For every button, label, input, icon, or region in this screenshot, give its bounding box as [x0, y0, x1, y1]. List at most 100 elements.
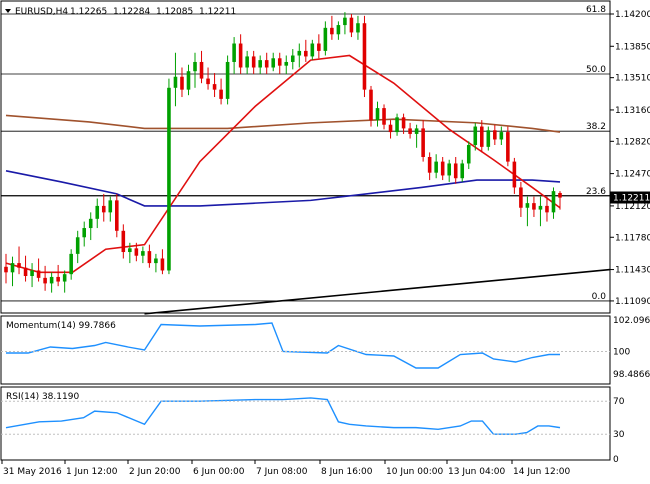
candle — [466, 141, 471, 169]
candle — [88, 212, 93, 241]
candle — [343, 12, 347, 35]
candle — [401, 113, 406, 134]
momentum-panel[interactable] — [0, 315, 611, 385]
candle — [232, 37, 236, 74]
momentum-line — [6, 322, 560, 369]
sma-mid-line — [5, 170, 561, 207]
candle — [532, 196, 536, 217]
rsi-panel[interactable] — [0, 386, 611, 461]
candle — [447, 159, 451, 182]
fib-label: 0.0 — [592, 292, 607, 302]
candle — [558, 191, 562, 210]
candle — [506, 126, 510, 167]
candle — [115, 193, 119, 238]
candle — [297, 43, 302, 68]
candle — [271, 52, 276, 72]
candle — [512, 157, 517, 194]
candle — [43, 265, 47, 291]
candle — [290, 49, 295, 70]
candle — [134, 242, 139, 262]
candle — [323, 21, 328, 56]
candle — [453, 157, 458, 184]
candle — [310, 39, 315, 61]
time-tick-label: 10 Jun 00:00 — [386, 467, 443, 477]
candle — [56, 264, 60, 287]
candle — [277, 52, 282, 74]
candle — [336, 21, 341, 40]
candle — [23, 255, 28, 282]
candle — [180, 67, 184, 98]
candle — [186, 64, 191, 96]
candle — [440, 157, 445, 181]
candle — [121, 224, 126, 259]
sma-fast-line — [5, 54, 561, 274]
trendline-layer — [144, 268, 611, 315]
momentum-tick-label: 100 — [613, 348, 630, 358]
candle — [493, 124, 497, 146]
rsi-label: RSI(14) 38.1190 — [6, 392, 79, 402]
candle — [264, 52, 269, 74]
fib-label: 50.0 — [586, 65, 606, 75]
candle — [362, 15, 367, 98]
dropdown-triangle-icon[interactable] — [5, 9, 11, 13]
candle — [408, 122, 412, 139]
candle — [101, 193, 106, 222]
current-price-marker: 1.12211 — [610, 191, 650, 204]
candle — [519, 181, 523, 217]
candle — [36, 258, 41, 282]
price-tick-label: 1.11090 — [615, 297, 650, 307]
candle — [141, 246, 145, 264]
header-high: 1.12284 — [113, 7, 150, 17]
price-tick-label: 1.11430 — [615, 266, 650, 276]
candle — [499, 126, 504, 146]
candle — [349, 13, 354, 38]
time-tick-label: 14 Jun 12:00 — [513, 467, 570, 477]
candle — [173, 52, 178, 107]
current-price-label: 1.12211 — [613, 194, 650, 204]
momentum-layer: 102.0969 100 98.4866 — [1, 316, 650, 380]
candle — [245, 50, 249, 74]
candle — [538, 196, 543, 227]
candle — [421, 120, 425, 162]
candle — [219, 78, 223, 105]
fib-label: 23.6 — [586, 187, 606, 197]
fib-label: 38.2 — [586, 122, 606, 132]
time-tick-label: 6 Jun 00:00 — [193, 467, 245, 477]
candle — [545, 196, 549, 222]
candle — [479, 120, 484, 153]
price-tick-label: 1.12470 — [615, 170, 650, 180]
candle — [434, 154, 438, 179]
current-price-box — [610, 191, 650, 204]
fibonacci-levels: 61.8 50.0 38.2 23.6 0.0 — [1, 5, 610, 302]
candle — [69, 249, 73, 280]
candle — [382, 104, 386, 130]
candle — [317, 34, 321, 59]
candle — [551, 187, 556, 219]
price-tick-label: 1.14200 — [615, 10, 650, 20]
candle — [62, 270, 67, 293]
time-tick-label: 1 Jun 12:00 — [66, 467, 118, 477]
candle — [10, 256, 15, 287]
time-tick-label: 7 Jun 08:00 — [256, 467, 308, 477]
header-symbol: EURUSD,H4 — [15, 7, 68, 17]
candle — [193, 52, 197, 88]
candle — [4, 253, 8, 284]
candle — [369, 85, 373, 127]
candle — [199, 50, 204, 84]
price-axis: 1.14200 1.13850 1.13510 1.13160 1.12820 1.124… — [610, 10, 650, 307]
candle — [473, 122, 478, 151]
momentum-label: Momentum(14) 99.7866 — [6, 321, 116, 331]
candle — [154, 253, 158, 273]
rsi-layer: 70 30 0 — [1, 397, 625, 465]
rsi-tick-label: 0 — [613, 455, 619, 465]
moving-averages — [5, 54, 561, 274]
chart-header: EURUSD,H4 1.12265 1.12284 1.12085 1.1221… — [5, 7, 236, 17]
header-close: 1.12211 — [199, 7, 236, 17]
support-trendline — [144, 268, 611, 315]
candle — [375, 101, 380, 127]
candle — [212, 73, 217, 98]
price-tick-label: 1.13510 — [615, 74, 650, 84]
rsi-tick-label: 70 — [613, 397, 625, 407]
candle — [427, 152, 432, 181]
